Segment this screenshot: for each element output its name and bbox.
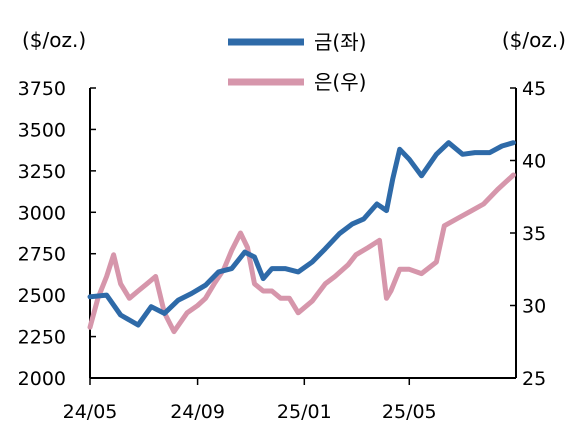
silver-series-line xyxy=(87,172,516,335)
x-tick-label: 24/09 xyxy=(170,401,225,423)
left-tick-label: 2500 xyxy=(18,285,66,307)
x-tick-label: 25/01 xyxy=(277,401,332,423)
left-tick-label: 3500 xyxy=(18,119,66,141)
left-tick-label: 3250 xyxy=(18,161,66,183)
right-tick-label: 35 xyxy=(522,223,546,245)
left-tick-label: 2000 xyxy=(18,368,66,390)
plot-area xyxy=(87,140,516,335)
left-tick-label: 2250 xyxy=(18,327,66,349)
gold-series-line xyxy=(87,140,516,328)
right-tick-label: 45 xyxy=(522,78,546,100)
left-tick-label: 3750 xyxy=(18,78,66,100)
legend: 금(좌) 은(우) xyxy=(228,30,366,94)
right-tick-label: 30 xyxy=(522,296,546,318)
left-tick-label: 2750 xyxy=(18,244,66,266)
legend-silver-label: 은(우) xyxy=(314,70,366,94)
x-tick-label: 25/05 xyxy=(382,401,437,423)
right-tick-label: 25 xyxy=(522,368,546,390)
right-axis-unit: ($/oz.) xyxy=(502,28,566,52)
legend-gold-label: 금(좌) xyxy=(314,30,366,54)
left-axis-unit: ($/oz.) xyxy=(22,28,86,52)
left-tick-label: 3000 xyxy=(18,202,66,224)
x-tick-label: 24/05 xyxy=(63,401,118,423)
axes: 3750 3500 3250 3000 2750 2500 2250 2000 45 40 35 30… xyxy=(18,78,547,423)
right-tick-label: 40 xyxy=(522,151,546,173)
